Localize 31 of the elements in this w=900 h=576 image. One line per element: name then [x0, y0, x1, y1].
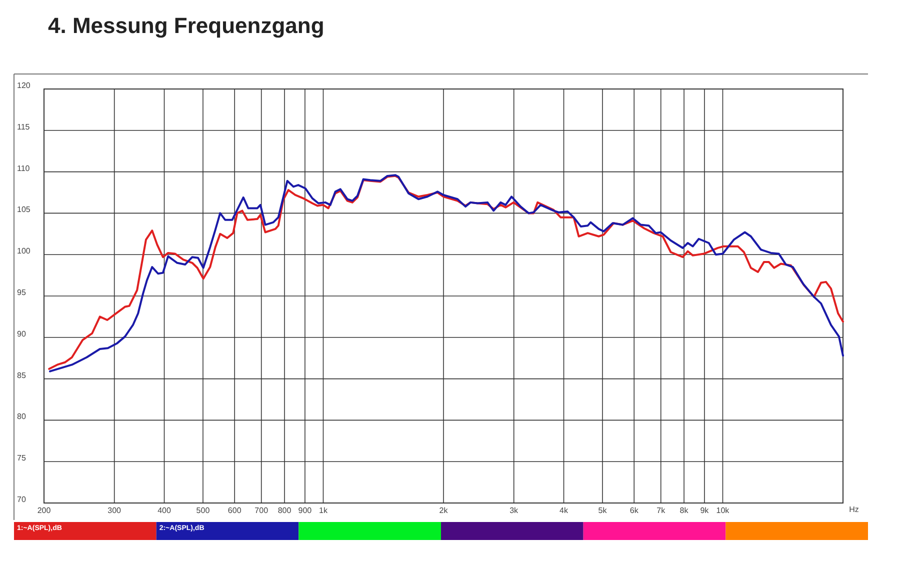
chart-title: 4. Messung Frequenzgang: [48, 13, 324, 38]
x-tick-label: 1k: [319, 506, 328, 515]
y-tick-label: 115: [17, 122, 30, 132]
x-tick-label: 7k: [656, 506, 666, 515]
x-tick-label: 700: [254, 506, 269, 515]
x-tick-label: 400: [158, 506, 172, 515]
x-tick-label: 600: [228, 506, 242, 515]
x-axis-title: Hz: [849, 505, 859, 514]
y-tick-label: 75: [17, 454, 26, 463]
y-tick-label: 105: [17, 205, 31, 214]
x-tick-label: 800: [278, 506, 292, 515]
y-tick-label: 80: [17, 412, 26, 422]
y-tick-label: 120: [17, 81, 31, 90]
x-tick-label: 6k: [630, 506, 640, 515]
y-tick-label: 85: [17, 370, 26, 380]
x-tick-label: 8k: [680, 506, 690, 515]
x-tick-label: 2k: [439, 506, 449, 515]
y-tick-label: 95: [17, 288, 26, 297]
x-tick-label: 9k: [700, 506, 710, 515]
y-tick-label: 70: [17, 495, 26, 504]
x-tick-label: 5k: [598, 506, 608, 515]
y-tick-label: 90: [17, 329, 26, 338]
x-tick-label: 3k: [510, 506, 520, 515]
y-tick-label: 100: [17, 246, 31, 256]
x-tick-label: 4k: [560, 506, 569, 515]
x-tick-label: 300: [108, 506, 122, 515]
x-tick-label: 10k: [716, 506, 730, 515]
x-tick-label: 200: [37, 506, 52, 515]
x-tick-label: 900: [298, 506, 312, 515]
x-tick-label: 500: [196, 506, 210, 515]
y-tick-label: 110: [17, 164, 30, 173]
